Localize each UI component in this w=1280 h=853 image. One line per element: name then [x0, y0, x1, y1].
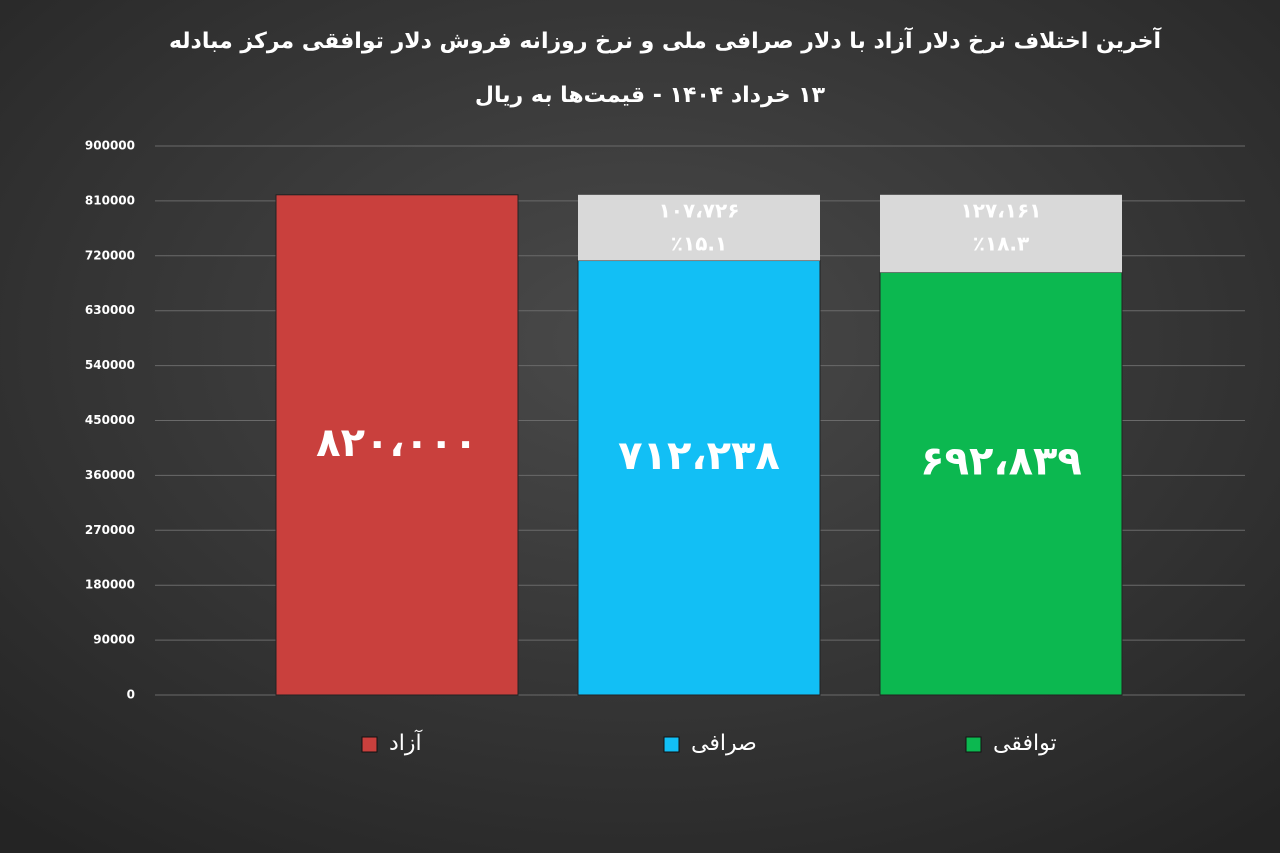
y-tick-label: 180000 [85, 578, 135, 592]
y-tick-label: 450000 [85, 413, 135, 427]
gap-percent-label: ٪۱۸.۳ [973, 231, 1029, 255]
bar [577, 260, 821, 696]
legend-swatch [965, 736, 982, 753]
legend-label: توافقی [993, 731, 1057, 756]
gap-label: ۱۰۷،۷۲۶ [659, 198, 740, 222]
gap-bar [880, 194, 1122, 273]
value-label: ۷۱۲،۲۳۸ [618, 433, 780, 479]
y-tick-label: 630000 [85, 303, 135, 317]
value-label: ۸۲۰،۰۰۰ [316, 420, 478, 466]
legend-swatch [663, 736, 680, 753]
y-tick-label: 810000 [85, 193, 135, 207]
legend-label: آزاد [389, 729, 423, 756]
y-tick-label: 0 [127, 688, 135, 702]
bar [275, 194, 519, 696]
legend-label: صرافی [691, 731, 757, 756]
gap-label: ۱۲۷،۱۶۱ [961, 198, 1042, 222]
chart-subtitle: ۱۳ خرداد ۱۴۰۴ - قیمت‌ها به ریال [475, 83, 826, 108]
value-label: ۶۹۲،۸۳۹ [920, 439, 1082, 485]
gap-bar [578, 194, 820, 261]
y-tick-label: 90000 [93, 633, 135, 647]
y-tick-label: 360000 [85, 468, 135, 482]
gap-percent-label: ٪۱۵.۱ [671, 231, 727, 255]
y-tick-label: 540000 [85, 358, 135, 372]
y-tick-label: 270000 [85, 523, 135, 537]
legend-swatch [361, 736, 378, 753]
y-tick-label: 900000 [85, 139, 135, 153]
bar [879, 271, 1123, 696]
chart-title: آخرین اختلاف نرخ دلار آزاد با دلار صرافی… [169, 26, 1162, 54]
y-tick-label: 720000 [85, 248, 135, 262]
